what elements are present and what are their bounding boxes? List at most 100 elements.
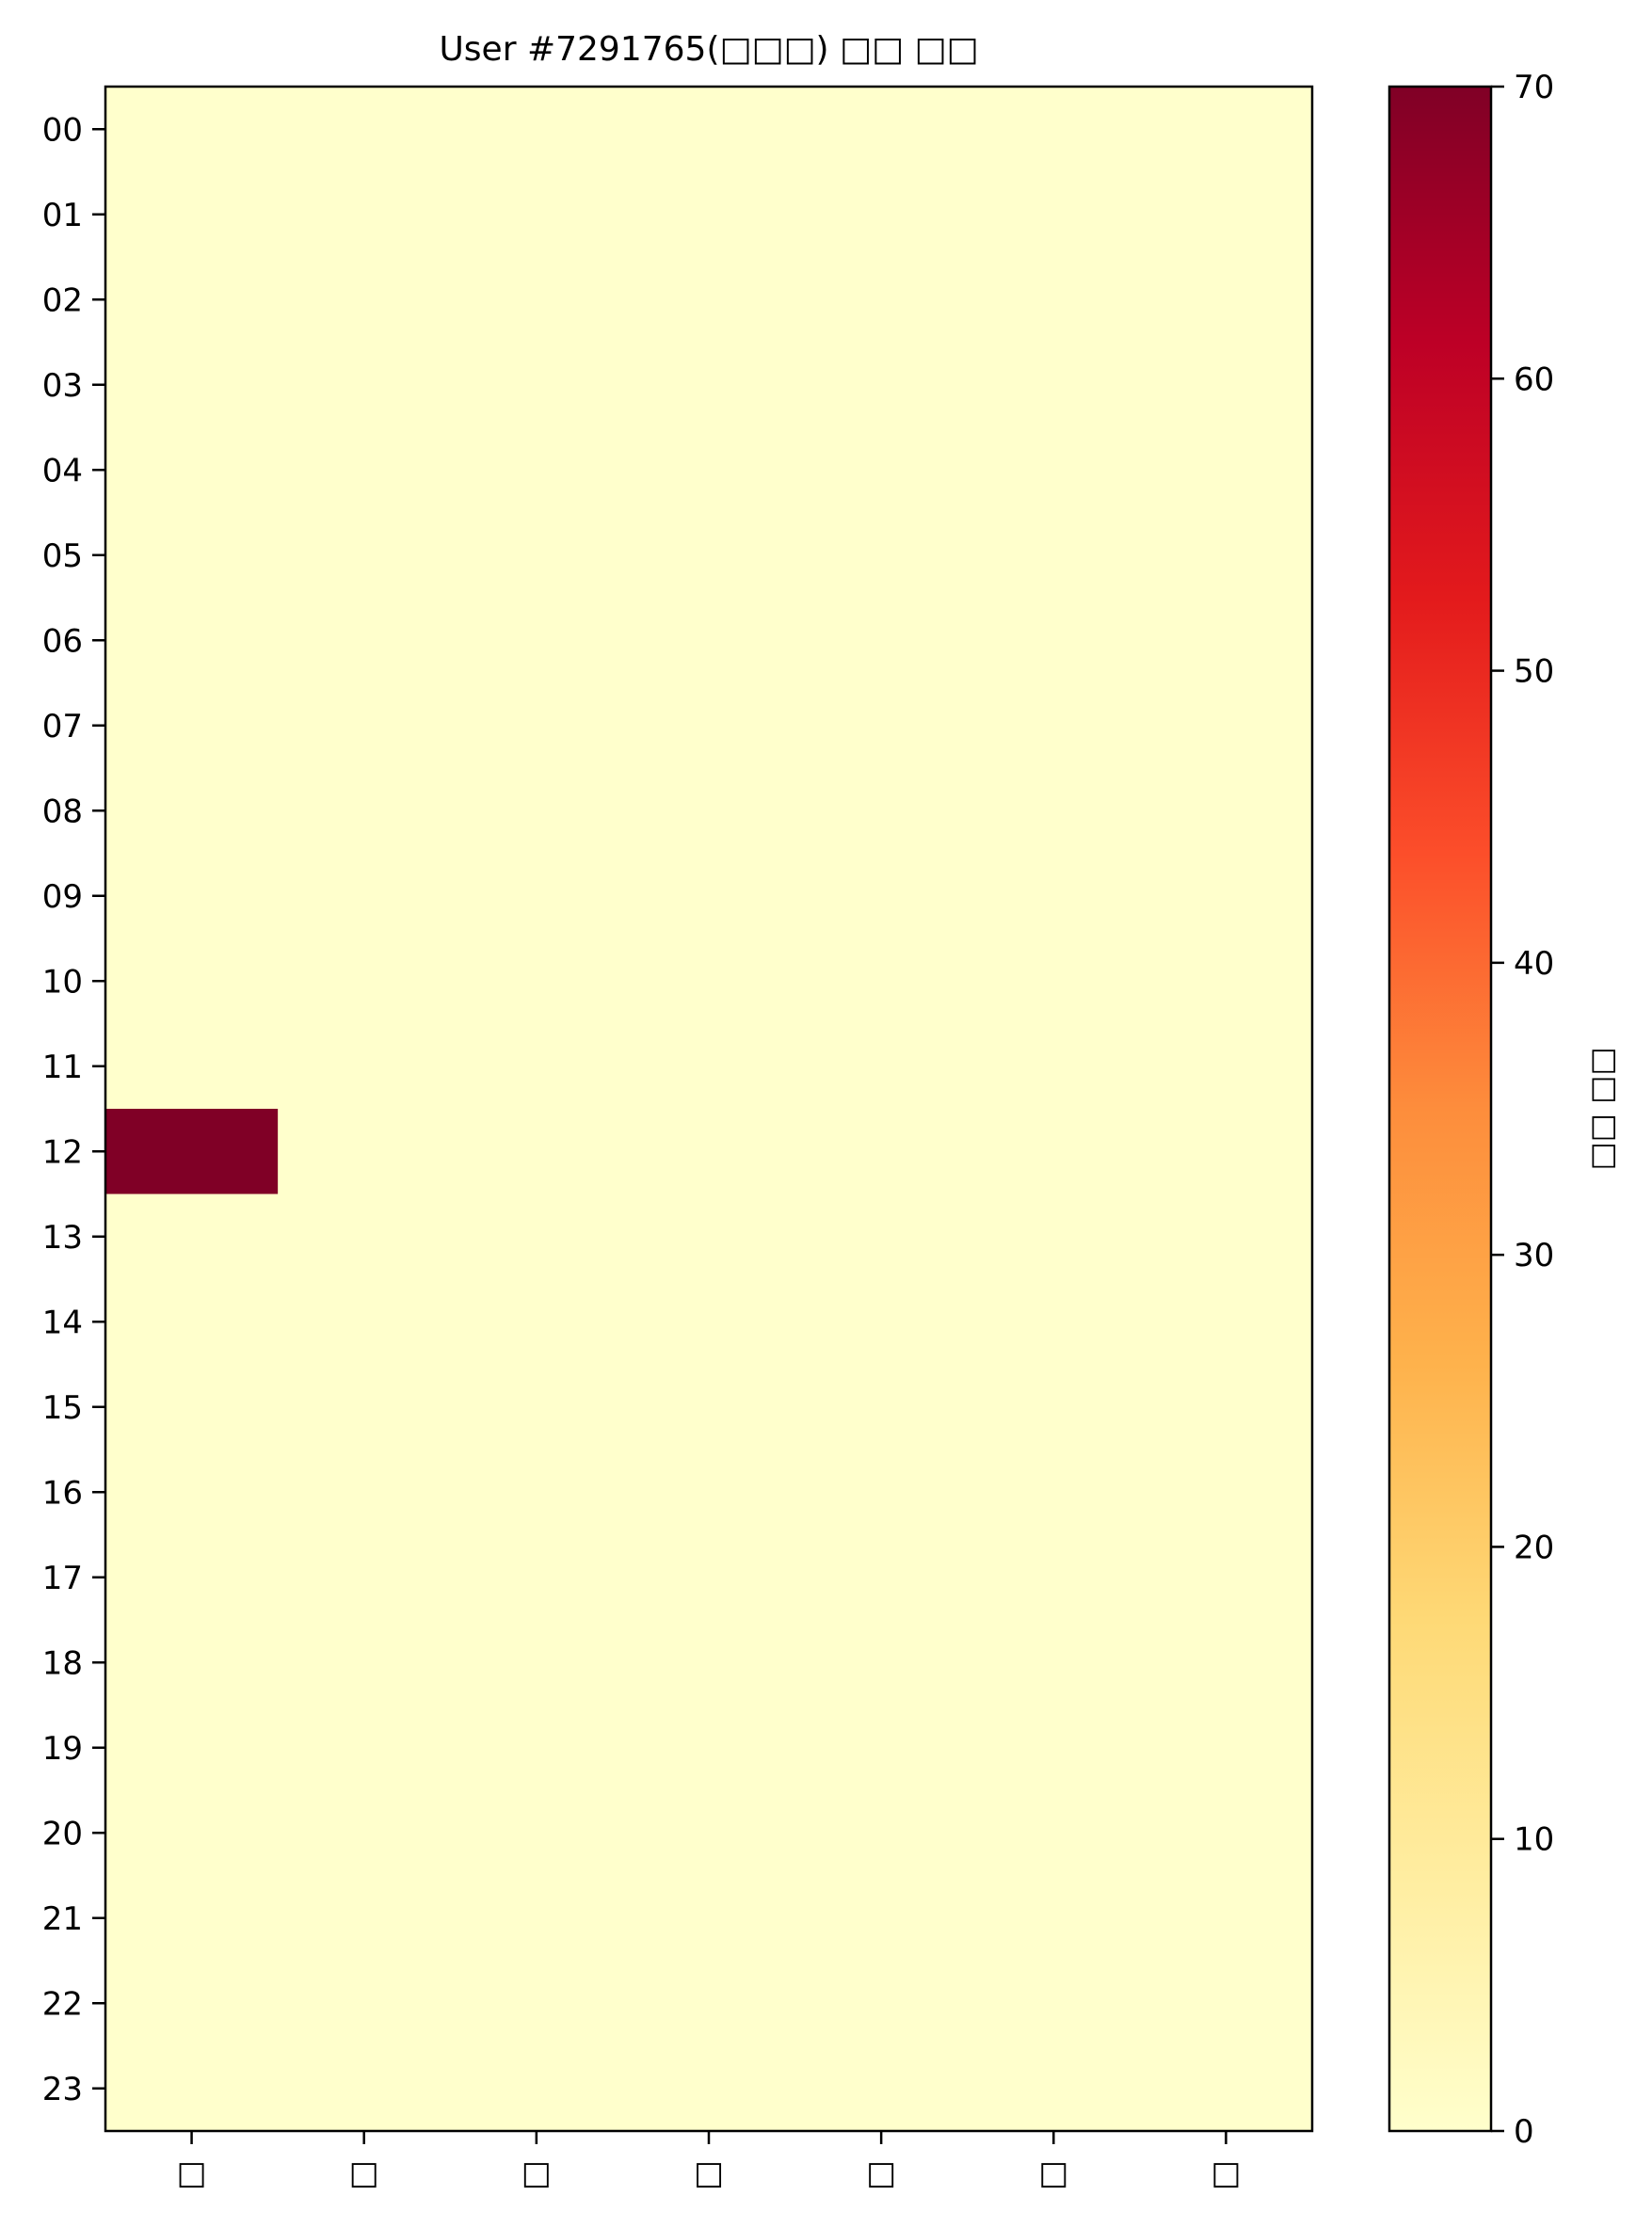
y-tick-label: 01 (42, 197, 83, 234)
colorbar-tick-label: 0 (1514, 2113, 1534, 2151)
y-tick-label: 11 (42, 1049, 83, 1086)
heatmap-cell (278, 1534, 451, 1621)
y-tick-label: 23 (42, 2071, 83, 2108)
heatmap-cell (1139, 1705, 1313, 1791)
heatmap-cell (967, 1364, 1141, 1450)
colorbar-tick-label: 20 (1514, 1529, 1554, 1566)
heatmap-cells (105, 87, 1313, 2132)
y-tick-label: 12 (42, 1133, 83, 1171)
heatmap-cell (1139, 342, 1313, 428)
heatmap-cell (1139, 1961, 1313, 2047)
heatmap-cell (967, 938, 1141, 1025)
heatmap-cell (1139, 1023, 1313, 1110)
heatmap-cell (794, 512, 969, 599)
heatmap-cell (105, 1620, 279, 1706)
heatmap-cell (622, 1961, 796, 2047)
heatmap-cell (967, 1790, 1141, 1877)
x-tick-label: □ (1038, 2155, 1068, 2192)
heatmap-cell (967, 1961, 1141, 2047)
heatmap-cell (105, 682, 279, 769)
heatmap-cell (105, 512, 279, 599)
heatmap-cell (1139, 1534, 1313, 1621)
heatmap-cell (1139, 1875, 1313, 1962)
heatmap-cell (1139, 1620, 1313, 1706)
heatmap-cell (967, 1194, 1141, 1280)
heatmap-cell (794, 1194, 969, 1280)
heatmap-cell (794, 342, 969, 428)
heatmap-cell (105, 1705, 279, 1791)
heatmap-cell (450, 1620, 624, 1706)
y-tick-label: 19 (42, 1730, 83, 1768)
heatmap-cell (622, 257, 796, 344)
heatmap-cell (794, 427, 969, 514)
x-tick-label: □ (1211, 2155, 1241, 2192)
heatmap-cell (622, 938, 796, 1025)
heatmap-cell (1139, 598, 1313, 684)
heatmap-cell (1139, 768, 1313, 855)
heatmap-cell (278, 171, 451, 258)
heatmap-cell (622, 768, 796, 855)
heatmap-cell (450, 1279, 624, 1366)
heatmap-cell (105, 1279, 279, 1366)
heatmap-cell (622, 1279, 796, 1366)
y-tick-label: 08 (42, 793, 83, 830)
colorbar-tick-label: 50 (1514, 653, 1554, 691)
heatmap-cell (278, 512, 451, 599)
heatmap-cell (794, 1875, 969, 1962)
heatmap-cell (794, 938, 969, 1025)
chart-title: User #7291765(□□□) □□ □□ (439, 30, 978, 69)
heatmap-cell (278, 1790, 451, 1877)
heatmap-cell (622, 87, 796, 173)
heatmap-cell (1139, 87, 1313, 173)
heatmap-cell (450, 1790, 624, 1877)
heatmap-cell (1139, 1364, 1313, 1450)
heatmap-cell (278, 853, 451, 939)
heatmap-cell (105, 1109, 279, 1195)
heatmap-cell (622, 1875, 796, 1962)
heatmap-cell (1139, 1279, 1313, 1366)
x-tick-label: □ (349, 2155, 379, 2192)
y-tick-label: 18 (42, 1644, 83, 1682)
y-tick-label: 00 (42, 111, 83, 149)
heatmap-cell (450, 1109, 624, 1195)
heatmap-cell (105, 257, 279, 344)
heatmap-cell (1139, 682, 1313, 769)
y-tick-label: 03 (42, 367, 83, 405)
heatmap-cell (278, 1961, 451, 2047)
heatmap-cell (794, 1109, 969, 1195)
heatmap-cell (622, 1620, 796, 1706)
heatmap-cell (105, 938, 279, 1025)
heatmap-cell (105, 598, 279, 684)
heatmap-cell (105, 1534, 279, 1621)
heatmap-cell (622, 1109, 796, 1195)
heatmap-cell (794, 768, 969, 855)
heatmap-cell (450, 1194, 624, 1280)
heatmap-cell (278, 938, 451, 1025)
heatmap-cell (967, 1109, 1141, 1195)
heatmap-cell (794, 171, 969, 258)
heatmap-cell (278, 598, 451, 684)
heatmap-cell (278, 1705, 451, 1791)
heatmap-cell (967, 1620, 1141, 1706)
colorbar-tick-label: 40 (1514, 945, 1554, 983)
heatmap-cell (450, 427, 624, 514)
heatmap-cell (105, 342, 279, 428)
heatmap-cell (622, 682, 796, 769)
heatmap-cell (622, 853, 796, 939)
heatmap-cell (278, 1364, 451, 1450)
heatmap-cell (450, 1705, 624, 1791)
heatmap-cell (278, 1450, 451, 1536)
heatmap-cell (450, 682, 624, 769)
heatmap-cell (450, 1961, 624, 2047)
y-tick-label: 15 (42, 1389, 83, 1427)
colorbar-tick-label: 30 (1514, 1237, 1554, 1274)
heatmap-cell (450, 257, 624, 344)
heatmap-cell (278, 2045, 451, 2132)
heatmap-cell (105, 1364, 279, 1450)
y-tick-label: 02 (42, 281, 83, 319)
y-tick-label: 16 (42, 1474, 83, 1512)
heatmap-cell (1139, 1109, 1313, 1195)
heatmap-cell (105, 1023, 279, 1110)
heatmap-cell (622, 1790, 796, 1877)
y-tick-label: 21 (42, 1900, 83, 1938)
